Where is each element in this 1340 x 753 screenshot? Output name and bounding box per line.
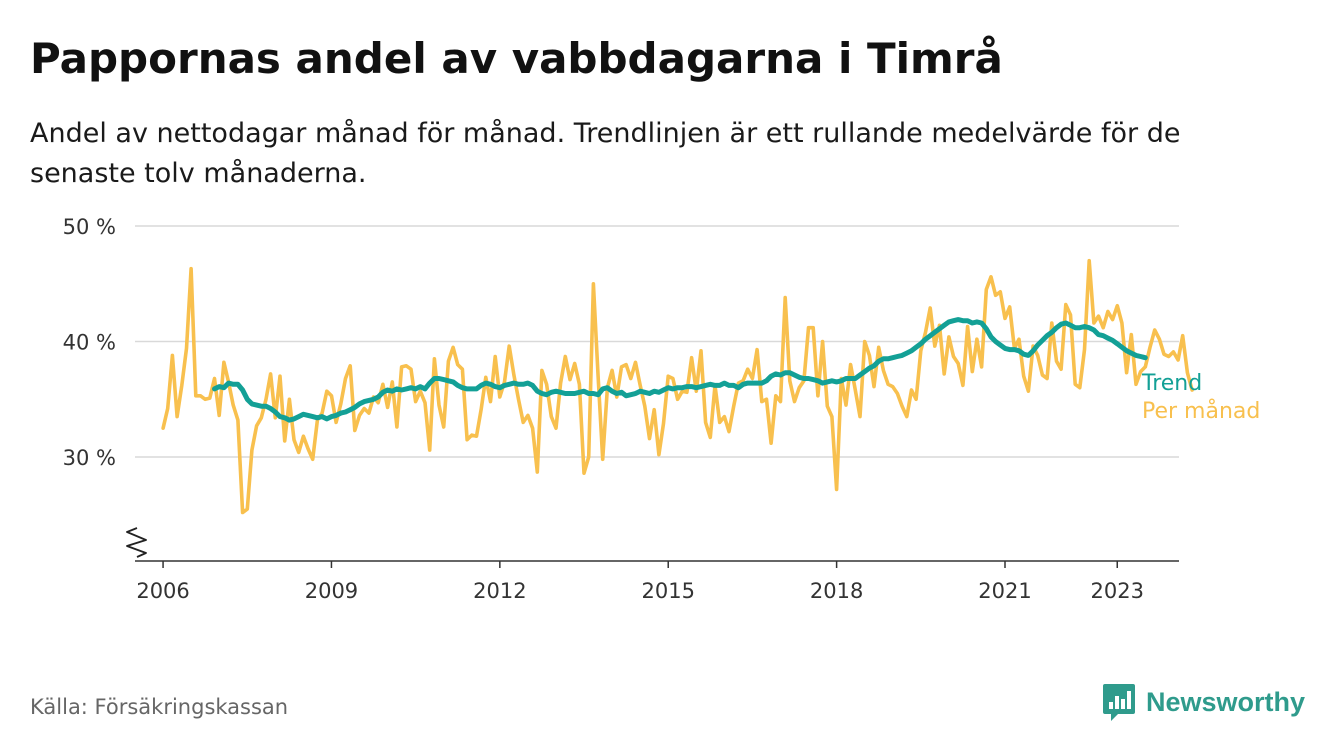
x-tick-label: 2006 <box>136 579 189 603</box>
y-tick-label: 30 % <box>63 446 116 470</box>
gridlines <box>135 225 1179 458</box>
x-tick-label: 2009 <box>305 579 358 603</box>
legend-label: Per månad <box>1142 398 1260 424</box>
x-tick-label: 2015 <box>641 579 694 603</box>
brand-name: Newsworthy <box>1146 686 1306 717</box>
source-note: Källa: Försäkringskassan <box>30 695 289 719</box>
newsworthy-logo-icon <box>1103 684 1135 721</box>
series-lines <box>161 258 1194 515</box>
x-tick-label: 2018 <box>810 579 863 603</box>
x-tick-label: 2012 <box>473 579 526 603</box>
chart-title: Pappornas andel av vabbdagarna i Timrå <box>30 34 1003 83</box>
axis-break-icon <box>126 527 147 558</box>
chart-subtitle: Andel av nettodagar månad för månad. Tre… <box>30 118 1181 189</box>
trend-line <box>212 317 1148 423</box>
x-ticks <box>162 561 1119 568</box>
x-tick-label: 2021 <box>978 579 1031 603</box>
y-tick-labels: 30 % 40 % 50 % <box>63 215 116 470</box>
legend-label: Trend <box>1141 371 1202 396</box>
brand-logo[interactable]: Newsworthy <box>1102 682 1305 722</box>
y-tick-label: 50 % <box>63 215 116 239</box>
x-tick-label: 2023 <box>1091 579 1144 603</box>
x-tick-labels: 2006 2009 2012 2015 2018 2021 2023 <box>136 579 1144 603</box>
y-tick-label: 40 % <box>63 331 116 355</box>
